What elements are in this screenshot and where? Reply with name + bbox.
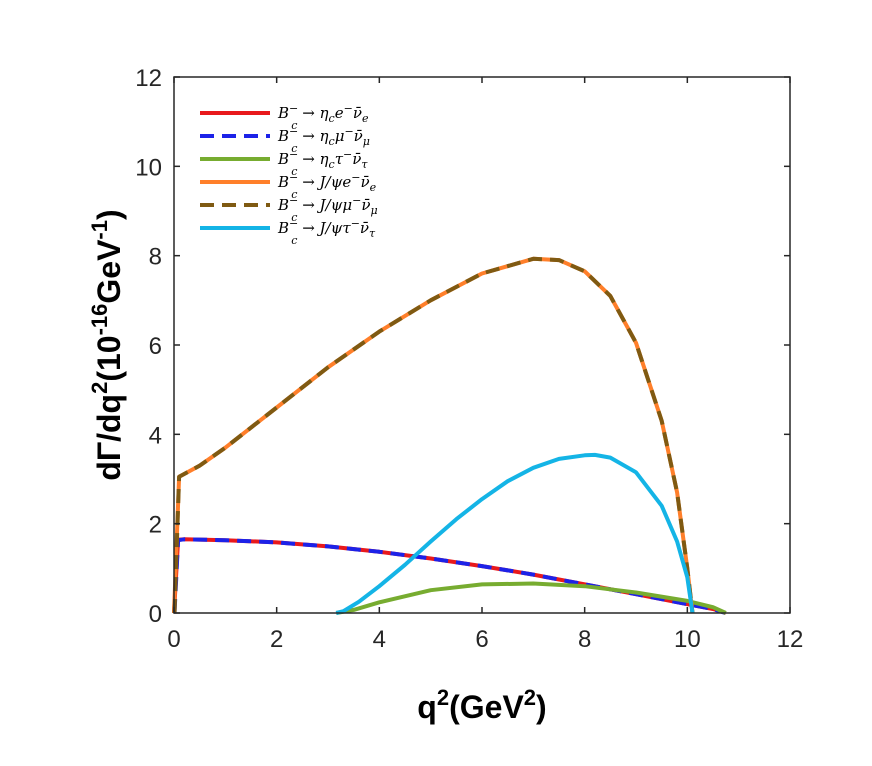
y-tick-label: 6 <box>149 333 162 360</box>
series-line-3 <box>335 581 727 615</box>
x-tick-label: 8 <box>578 626 591 653</box>
curves-layer <box>172 256 727 615</box>
x-tick-label: 0 <box>167 626 180 653</box>
y-tick-label: 8 <box>149 244 162 271</box>
x-tick-label: 10 <box>674 626 701 653</box>
plot-area <box>174 77 790 613</box>
y-tick-label: 12 <box>135 65 162 92</box>
legend: B− c → ηce−ν̄eB− c → ηcμ−ν̄μB− c → ηcτ−ν̄τB… <box>200 102 378 247</box>
y-tick-label: 0 <box>149 601 162 628</box>
legend-label-1: B− c → ηce−ν̄e <box>277 102 369 132</box>
series-line-6 <box>335 452 695 615</box>
legend-label-4: B− c → J/ψe−ν̄e <box>277 171 377 201</box>
ticks-layer: 0 2 4 6 8 10 12 0 2 4 6 8 10 12 <box>135 65 803 653</box>
x-tick-label: 2 <box>270 626 283 653</box>
series-line-2 <box>172 537 726 615</box>
y-axis-title: dΓ/dq2(10-16GeV-1) <box>87 209 127 480</box>
x-axis-title: q2(GeV2) <box>417 685 546 725</box>
legend-label-2: B− c → ηcμ−ν̄μ <box>277 125 370 155</box>
x-tick-label: 6 <box>475 626 488 653</box>
y-tick-label: 4 <box>149 422 162 449</box>
series-line-5 <box>172 256 695 614</box>
x-tick-label: 12 <box>777 626 804 653</box>
x-tick-label: 4 <box>373 626 386 653</box>
y-tick-label: 2 <box>149 512 162 539</box>
legend-label-3: B− c → ηcτ−ν̄τ <box>277 148 368 178</box>
legend-label-5: B− c → J/ψμ−ν̄μ <box>277 194 378 224</box>
y-tick-label: 10 <box>135 154 162 181</box>
legend-label-6: B− c → J/ψτ−ν̄τ <box>277 217 376 247</box>
